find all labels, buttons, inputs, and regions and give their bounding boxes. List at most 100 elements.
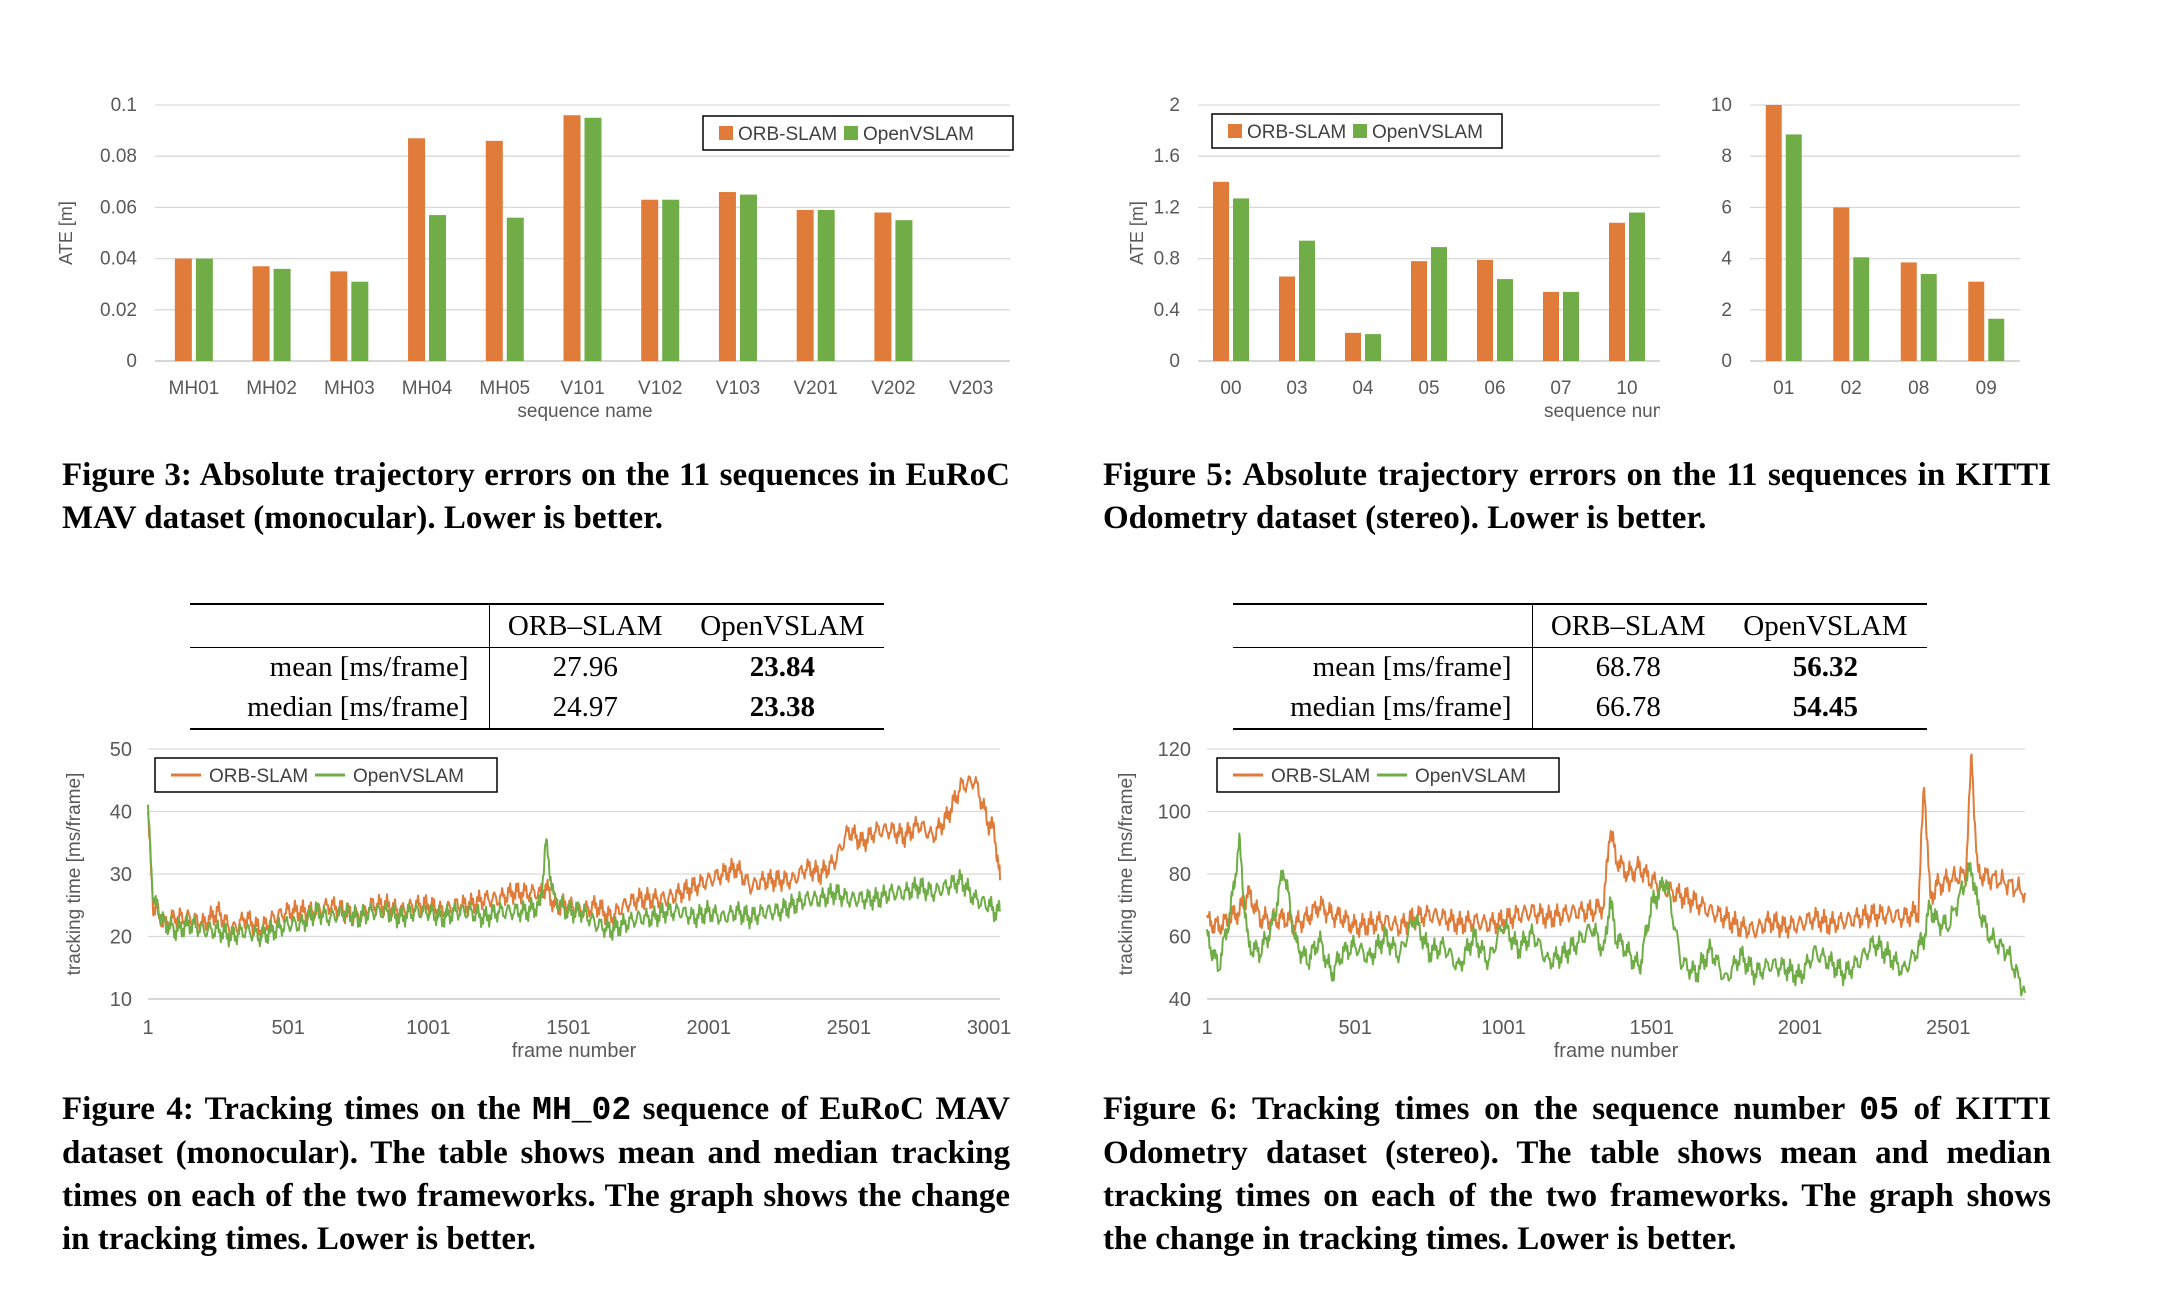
- table-row: median [ms/frame] 66.78 54.45: [1233, 687, 1927, 730]
- fig4-caption: Figure 4: Tracking times on the MH_02 se…: [62, 1088, 1010, 1261]
- legend-box: [702, 115, 1014, 151]
- y-tick-label: 60: [1169, 927, 1191, 949]
- bar-openvslam: [739, 194, 757, 361]
- x-tick-label: 1001: [1481, 1017, 1526, 1039]
- table-header-blank: [190, 603, 490, 648]
- x-tick-label: 05: [1418, 378, 1439, 399]
- y-tick-label: 50: [110, 739, 132, 761]
- fig3-bar-chart: 0 0.02 0.04 0.06 0.08 0.1 MH01 MH02 MH03 MH04 MH05…: [56, 95, 1014, 422]
- x-tick-label: 10: [1616, 378, 1637, 399]
- x-tick-label: MH01: [169, 378, 220, 399]
- x-tick-label: MH04: [402, 378, 453, 399]
- bar-orb-slam: [252, 266, 270, 361]
- bar-openvslam: [817, 209, 835, 361]
- y-tick-label: 1.2: [1154, 197, 1180, 218]
- fig6-table: ORB–SLAM OpenVSLAM mean [ms/frame] 68.78…: [1233, 603, 1927, 730]
- x-tick-label: 08: [1908, 378, 1929, 399]
- open-value: 23.38: [680, 687, 884, 730]
- bar-orb-slam: [1477, 259, 1493, 361]
- x-tick-label: 09: [1976, 378, 1997, 399]
- table-row: mean [ms/frame] 27.96 23.84: [190, 647, 884, 687]
- bar-orb-slam: [1411, 261, 1427, 361]
- bar-orb-slam: [796, 209, 814, 361]
- y-tick-label: 80: [1169, 864, 1191, 886]
- fig6-caption: Figure 6: Tracking times on the sequence…: [1103, 1088, 2051, 1261]
- x-axis-label: sequence name: [517, 401, 652, 422]
- x-tick-label: 06: [1484, 378, 1505, 399]
- orb-value: 66.78: [1532, 687, 1724, 730]
- series-line-openvslam: [1206, 832, 2026, 997]
- bar-orb-slam: [874, 212, 892, 361]
- x-tick-label: MH05: [479, 378, 530, 399]
- x-tick-label: V202: [871, 378, 915, 399]
- bar-orb-slam: [1833, 207, 1850, 361]
- bar-openvslam: [662, 199, 680, 361]
- y-tick-label: 0: [126, 351, 137, 372]
- bar-openvslam: [1988, 318, 2005, 361]
- x-tick-label: 1: [1201, 1017, 1212, 1039]
- orb-value: 24.97: [489, 687, 681, 730]
- bar-orb-slam: [1279, 276, 1295, 361]
- legend-label: OpenVSLAM: [1415, 766, 1526, 787]
- bar-openvslam: [273, 268, 291, 361]
- legend-swatch: [844, 126, 858, 140]
- bar-orb-slam: [1609, 222, 1625, 361]
- y-tick-label: 2: [1721, 300, 1732, 321]
- y-tick-label: 20: [110, 927, 132, 949]
- bar-openvslam: [1785, 134, 1802, 361]
- y-tick-label: 30: [110, 864, 132, 886]
- y-tick-label: 0.02: [100, 300, 137, 321]
- x-tick-label: 00: [1220, 378, 1241, 399]
- fig4-table: ORB–SLAM OpenVSLAM mean [ms/frame] 27.96…: [190, 603, 884, 730]
- y-tick-label: 0.04: [100, 249, 137, 270]
- fig5-caption: Figure 5: Absolute trajectory errors on …: [1103, 457, 2051, 536]
- bar-openvslam: [895, 220, 913, 361]
- open-value: 54.45: [1723, 687, 1927, 730]
- y-tick-label: 0.06: [100, 197, 137, 218]
- x-tick-label: 1: [142, 1017, 153, 1039]
- x-tick-label: 2001: [1778, 1017, 1823, 1039]
- series-line-openvslam: [147, 804, 1001, 948]
- y-tick-label: 2: [1169, 95, 1180, 116]
- y-tick-label: 0: [1169, 351, 1180, 372]
- fig6-caption-pre: Figure 6: Tracking times on the sequence…: [1103, 1091, 1860, 1127]
- bar-openvslam: [1497, 279, 1513, 361]
- fig4-caption-code: MH_02: [532, 1092, 632, 1129]
- orb-value: 27.96: [552, 651, 618, 683]
- x-tick-label: 1501: [1629, 1017, 1674, 1039]
- bar-openvslam: [1563, 291, 1579, 361]
- legend-swatch: [1228, 124, 1242, 138]
- x-tick-label: MH02: [246, 378, 297, 399]
- bar-orb-slam: [1345, 332, 1361, 361]
- x-tick-label: 3001: [967, 1017, 1012, 1039]
- y-tick-label: 0.4: [1154, 300, 1181, 321]
- bar-openvslam: [584, 117, 602, 361]
- bar-openvslam: [506, 217, 524, 361]
- table-header-blank: [1233, 603, 1533, 648]
- bar-orb-slam: [330, 271, 348, 361]
- fig3-caption: Figure 3: Absolute trajectory errors on …: [62, 457, 1010, 536]
- row-label: mean [ms/frame]: [190, 647, 490, 687]
- y-axis-label: ATE [m]: [1127, 201, 1147, 265]
- x-axis-label: frame number: [512, 1040, 637, 1062]
- table-header-orb: ORB–SLAM: [1532, 603, 1724, 648]
- y-tick-label: 4: [1721, 249, 1732, 270]
- y-tick-label: 10: [110, 989, 132, 1011]
- bar-openvslam: [195, 258, 213, 361]
- fig5-bar-chart-left: 0 0.4 0.8 1.2 1.6 2 00 03 04 05 06 07 10 ATE [m] seque…: [1127, 95, 1660, 422]
- bar-openvslam: [1629, 212, 1645, 361]
- x-tick-label: 2001: [686, 1017, 731, 1039]
- x-tick-label: V203: [949, 378, 993, 399]
- x-tick-label: 2501: [1926, 1017, 1971, 1039]
- x-tick-label: 04: [1352, 378, 1374, 399]
- bar-orb-slam: [1900, 262, 1917, 361]
- y-tick-label: 6: [1721, 197, 1732, 218]
- legend-swatch: [719, 126, 733, 140]
- x-tick-label: 1001: [406, 1017, 451, 1039]
- fig6-caption-code: 05: [1859, 1092, 1899, 1129]
- legend-label: OpenVSLAM: [353, 766, 464, 787]
- fig6-caption-post: of KITTI Odometry dataset (stereo). The …: [1103, 1091, 2051, 1257]
- bar-openvslam: [429, 215, 447, 361]
- fig4-caption-post: sequence of EuRoC MAV dataset (monocular…: [62, 1091, 1011, 1257]
- x-tick-label: 501: [271, 1017, 304, 1039]
